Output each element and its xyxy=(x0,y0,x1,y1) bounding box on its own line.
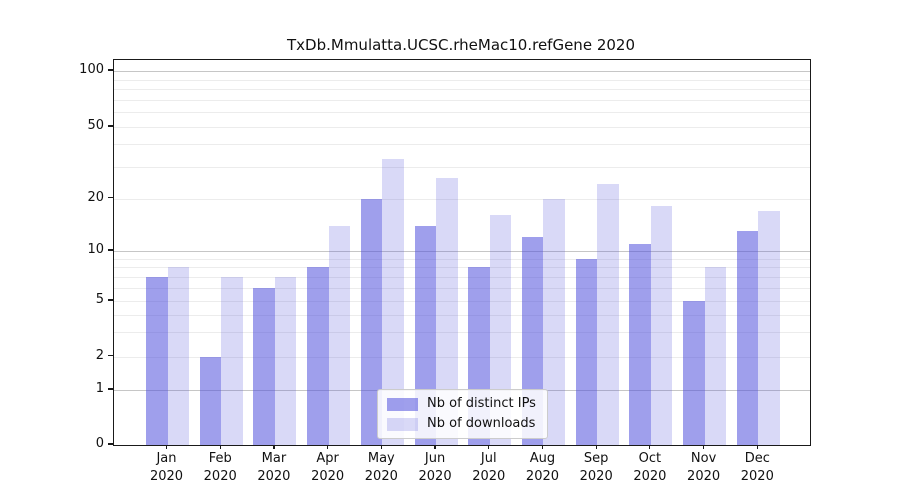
gridline-minor-90 xyxy=(114,79,810,81)
bar-nb-of-downloads-jun xyxy=(436,178,458,445)
x-tick-mark-nov xyxy=(703,445,705,449)
bar-nb-of-downloads-mar xyxy=(274,276,297,445)
x-tick-label-may: May 2020 xyxy=(364,451,398,484)
y-tick-label-0: 0 xyxy=(95,436,104,451)
x-tick-label-oct: Oct 2020 xyxy=(633,451,667,484)
x-tick-mark-sep xyxy=(595,445,597,449)
x-tick-label-jul: Jul 2020 xyxy=(472,451,506,484)
x-tick-label-jan: Jan 2020 xyxy=(149,451,184,484)
gridline-major-100 xyxy=(114,71,810,72)
bar-nb-of-distinct-ips-apr xyxy=(307,267,329,445)
y-tick-mark-50 xyxy=(108,125,113,127)
bar-nb-of-downloads-aug xyxy=(543,198,565,445)
bar-nb-of-distinct-ips-mar xyxy=(253,287,275,445)
bar-nb-of-distinct-ips-oct xyxy=(629,243,651,445)
gridline-minor-6 xyxy=(114,287,810,289)
x-tick-mark-may xyxy=(380,445,382,449)
bar-nb-of-downloads-feb xyxy=(221,276,243,445)
x-tick-label-apr: Apr 2020 xyxy=(311,451,345,484)
bar-nb-of-downloads-nov xyxy=(704,267,727,445)
chart-title: TxDb.Mmulatta.UCSC.rheMac10.refGene 2020 xyxy=(287,36,635,54)
gridline-minor-40 xyxy=(114,144,810,146)
bar-nb-of-downloads-jan xyxy=(167,267,189,445)
x-tick-label-mar: Mar 2020 xyxy=(257,451,291,484)
x-tick-label-jun: Jun 2020 xyxy=(418,451,452,484)
y-tick-mark-100 xyxy=(108,69,113,71)
gridline-minor-8 xyxy=(114,267,810,269)
bar-nb-of-downloads-oct xyxy=(650,206,673,445)
y-tick-label-5: 5 xyxy=(95,292,104,307)
gridline-minor-60 xyxy=(114,112,810,114)
x-tick-label-sep: Sep 2020 xyxy=(579,451,613,484)
y-tick-mark-10 xyxy=(108,249,113,251)
x-tick-mark-mar xyxy=(273,445,275,449)
legend-row-nb-of-distinct-ips: Nb of distinct IPs xyxy=(387,397,536,411)
legend: Nb of distinct IPs Nb of downloads xyxy=(377,389,548,439)
gridline-minor-70 xyxy=(114,99,810,101)
gridline-minor-9 xyxy=(114,258,810,260)
y-tick-label-20: 20 xyxy=(87,189,104,205)
y-tick-label-2: 2 xyxy=(95,347,104,363)
gridline-major-10 xyxy=(114,251,810,252)
bar-nb-of-distinct-ips-nov xyxy=(683,301,705,445)
y-tick-label-100: 100 xyxy=(79,62,104,77)
bar-nb-of-downloads-jul xyxy=(489,215,512,445)
x-tick-mark-apr xyxy=(327,445,329,449)
bar-nb-of-downloads-may xyxy=(382,159,404,445)
x-tick-label-dec: Dec 2020 xyxy=(740,451,774,484)
legend-label-nb-of-distinct-ips: Nb of distinct IPs xyxy=(427,396,536,411)
bar-nb-of-distinct-ips-feb xyxy=(199,356,222,445)
legend-label-nb-of-downloads: Nb of downloads xyxy=(427,416,536,431)
gridline-minor-80 xyxy=(114,89,810,91)
y-tick-mark-1 xyxy=(108,388,113,390)
x-tick-label-aug: Aug 2020 xyxy=(525,451,560,484)
x-tick-label-feb: Feb 2020 xyxy=(203,451,237,484)
gridline-minor-4 xyxy=(114,314,810,316)
y-tick-mark-20 xyxy=(108,196,113,199)
legend-row-nb-of-downloads: Nb of downloads xyxy=(387,417,536,431)
bar-nb-of-distinct-ips-jan xyxy=(146,276,168,445)
x-tick-mark-jan xyxy=(165,445,168,449)
legend-swatch-nb-of-downloads xyxy=(387,417,418,431)
x-tick-mark-jul xyxy=(488,445,490,449)
x-tick-mark-jun xyxy=(434,445,436,449)
y-tick-label-10: 10 xyxy=(87,242,104,257)
y-tick-mark-2 xyxy=(108,354,113,357)
legend-swatch-nb-of-distinct-ips xyxy=(387,397,418,411)
bar-nb-of-distinct-ips-may xyxy=(360,198,383,445)
x-tick-mark-oct xyxy=(649,445,651,449)
plot-area: Nb of distinct IPs Nb of downloads xyxy=(113,59,811,446)
y-tick-label-50: 50 xyxy=(87,118,104,133)
gridline-minor-50 xyxy=(114,127,810,128)
gridline-minor-30 xyxy=(114,166,810,168)
gridline-minor-3 xyxy=(114,331,810,333)
gridline-minor-2 xyxy=(114,356,810,358)
gridline-minor-7 xyxy=(114,276,810,278)
x-tick-mark-dec xyxy=(756,445,758,449)
gridline-minor-20 xyxy=(114,198,810,200)
y-tick-label-1: 1 xyxy=(95,381,104,396)
x-tick-mark-aug xyxy=(541,445,544,449)
bar-nb-of-downloads-apr xyxy=(328,225,351,445)
bar-nb-of-distinct-ips-dec xyxy=(736,231,759,445)
bar-nb-of-distinct-ips-sep xyxy=(575,258,598,445)
bar-nb-of-downloads-sep xyxy=(597,184,619,445)
gridline-minor-5 xyxy=(114,301,810,302)
y-tick-mark-0 xyxy=(108,443,113,445)
y-tick-mark-5 xyxy=(108,299,113,301)
x-tick-mark-feb xyxy=(219,445,221,449)
x-tick-label-nov: Nov 2020 xyxy=(687,451,721,484)
bar-nb-of-downloads-dec xyxy=(758,210,780,445)
